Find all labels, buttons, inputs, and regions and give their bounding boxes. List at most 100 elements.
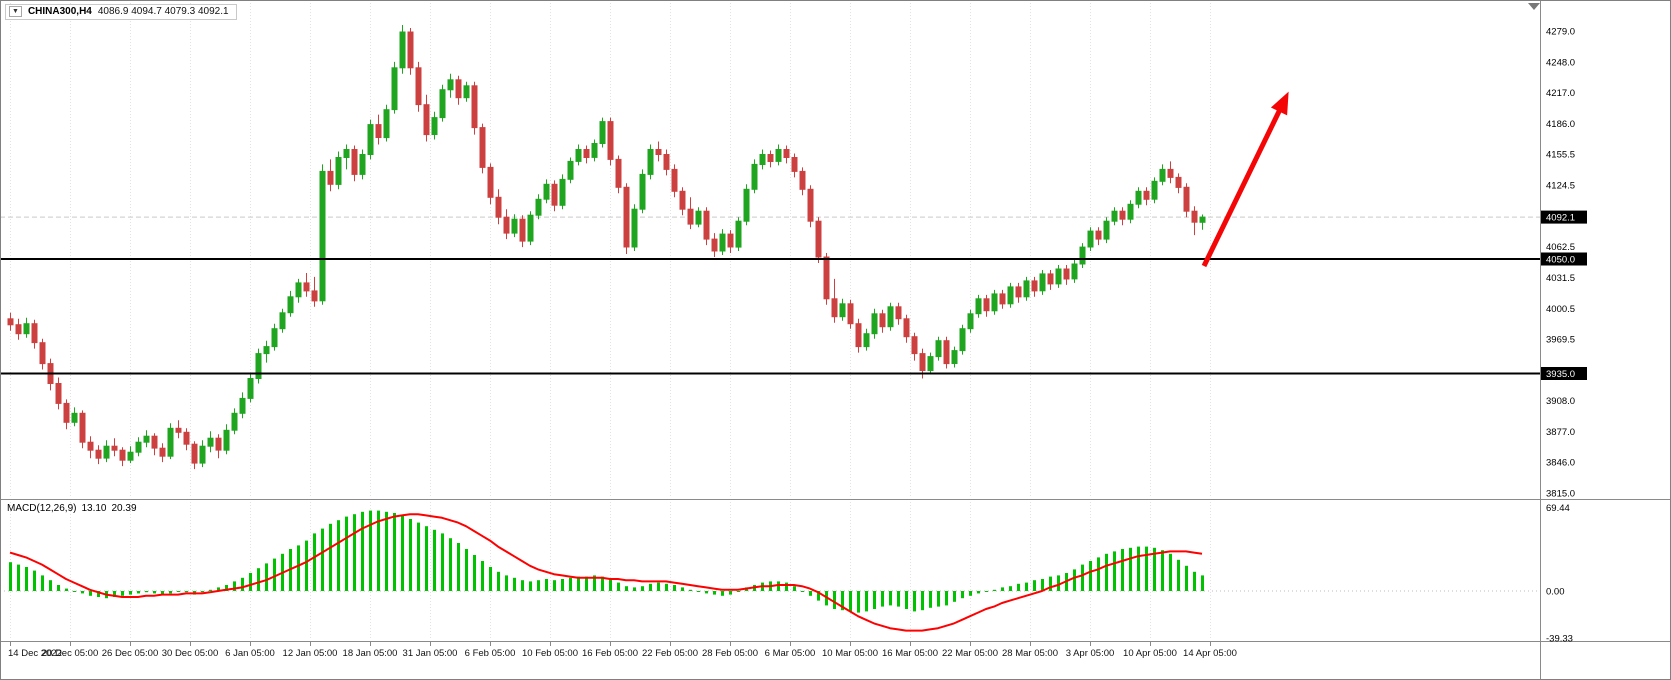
macd-indicator-label: MACD(12,26,9) 13.10 20.39 (7, 503, 142, 514)
candle (735, 220, 742, 248)
candle (863, 333, 870, 348)
candle (591, 143, 598, 158)
candle (231, 412, 238, 431)
time-axis-label: 3 Apr 05:00 (1066, 648, 1115, 659)
candle (1175, 176, 1182, 188)
candle (439, 89, 446, 119)
candle (551, 183, 558, 206)
time-axis-label: 6 Jan 05:00 (225, 648, 275, 659)
candle (215, 437, 222, 451)
price-axis-label: 4186.0 (1546, 119, 1575, 130)
candle (247, 378, 254, 399)
candle (871, 313, 878, 335)
time-axis-label: 22 Feb 05:00 (642, 648, 698, 659)
macd-name: MACD(12,26,9) (7, 503, 77, 514)
candle (927, 356, 934, 372)
price-axis-label: 4248.0 (1546, 57, 1575, 68)
time-axis-label: 31 Jan 05:00 (403, 648, 458, 659)
candle (399, 31, 406, 69)
candle (671, 168, 678, 192)
candle (567, 160, 574, 180)
candle (639, 173, 646, 210)
chart-shift-marker-icon[interactable] (1528, 3, 1540, 10)
candle (911, 336, 918, 355)
candle (983, 298, 990, 312)
candle (959, 328, 966, 352)
candle (1111, 210, 1118, 222)
time-axis-label: 10 Feb 05:00 (522, 648, 578, 659)
level-price-badge (1541, 367, 1587, 380)
candle (463, 85, 470, 99)
symbol-title: CHINA300,H4 (27, 6, 92, 17)
price-axis-label: 3969.5 (1546, 335, 1575, 346)
candle (303, 282, 310, 292)
candle (495, 196, 502, 218)
candle (783, 149, 790, 158)
candle (831, 298, 838, 318)
candle (263, 346, 270, 355)
candle (711, 238, 718, 252)
candle (1103, 220, 1110, 240)
candle (1199, 216, 1206, 223)
time-axis-label: 10 Apr 05:00 (1123, 648, 1177, 659)
candle (1143, 190, 1150, 200)
candle (815, 220, 822, 258)
candle (407, 31, 414, 69)
candle (1063, 268, 1070, 280)
candle (839, 303, 846, 318)
candle (991, 293, 998, 312)
candle (39, 342, 46, 365)
time-axis-label: 12 Jan 05:00 (283, 648, 338, 659)
macd-axis-label: 69.44 (1546, 503, 1570, 514)
candle (423, 104, 430, 136)
time-axis-label: 14 Dec 2022 (8, 648, 62, 659)
trend-arrow[interactable] (1201, 91, 1289, 268)
candle (175, 427, 182, 433)
candle (119, 449, 126, 461)
symbol-dropdown-icon[interactable]: ▼ (9, 6, 22, 17)
time-axis-label: 16 Feb 05:00 (582, 648, 638, 659)
candle (1015, 286, 1022, 298)
candle (847, 303, 854, 325)
macd-signal-line (9, 513, 1203, 632)
candle (503, 216, 510, 234)
candle (111, 445, 118, 451)
candle (759, 154, 766, 165)
candle (63, 402, 70, 423)
candle (543, 183, 550, 200)
candle (311, 290, 318, 302)
candle (255, 353, 262, 380)
time-axis-label: 28 Mar 05:00 (1002, 648, 1058, 659)
price-scale-background (1541, 1, 1670, 679)
candle (535, 198, 542, 216)
candle (383, 109, 390, 139)
candle (631, 208, 638, 248)
candle (351, 149, 358, 175)
candle (1007, 286, 1014, 305)
candle (663, 154, 670, 170)
candle (135, 441, 142, 453)
candle (455, 79, 462, 99)
candle (295, 282, 302, 298)
candle (791, 157, 798, 172)
candle (335, 157, 342, 185)
svg-text:3935.0: 3935.0 (1546, 369, 1575, 380)
candle (719, 233, 726, 252)
candle (767, 154, 774, 162)
candle (799, 170, 806, 190)
price-axis[interactable]: 4279.0 4248.0 4217.0 4186.0 4155.5 4124.5 4062… (1541, 27, 1587, 645)
candle (1135, 190, 1142, 205)
candle (55, 383, 62, 404)
candle (287, 296, 294, 314)
candle (727, 233, 734, 248)
candle (359, 154, 366, 175)
candle (1047, 273, 1054, 285)
candle (1167, 168, 1174, 178)
candle (183, 431, 190, 445)
price-axis-label: 3846.0 (1546, 458, 1575, 469)
candle (775, 149, 782, 162)
